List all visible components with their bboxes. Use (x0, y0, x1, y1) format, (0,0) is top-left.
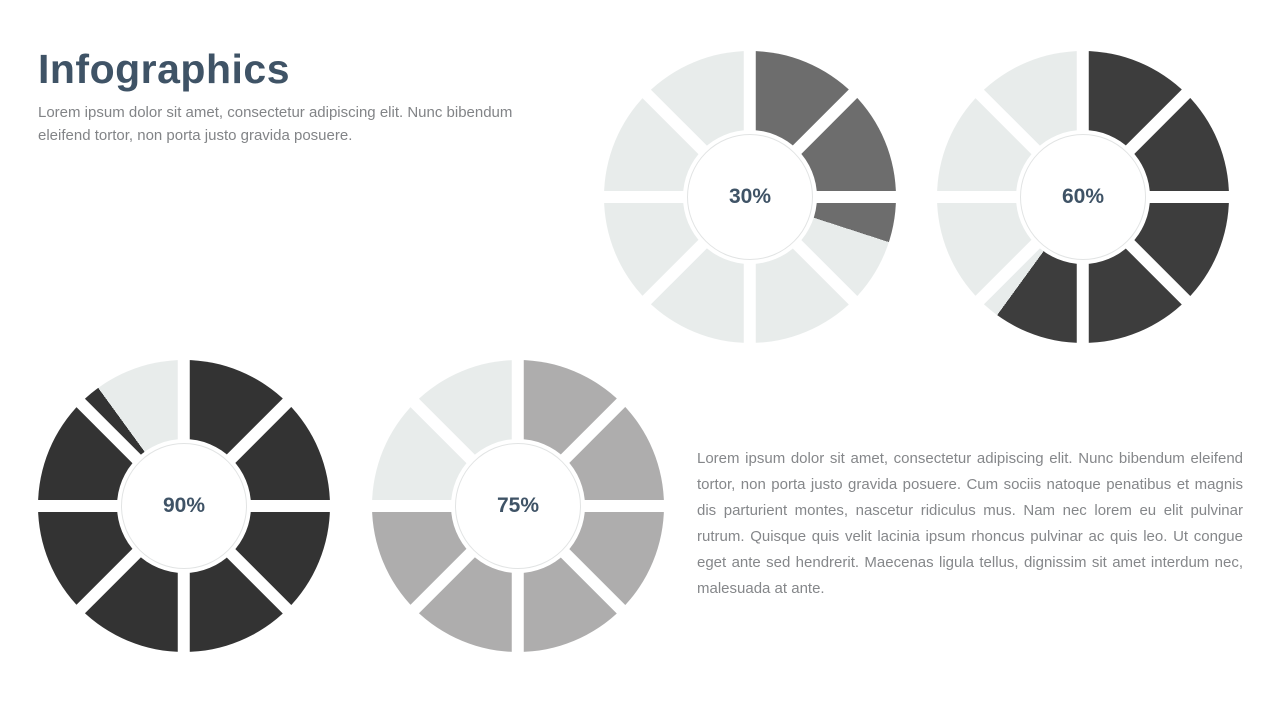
wheel-center: 30% (687, 134, 813, 260)
wheel-center: 75% (455, 443, 581, 569)
progress-wheel-60: 60% (928, 42, 1238, 352)
wheel-center: 90% (121, 443, 247, 569)
wheel-center: 60% (1020, 134, 1146, 260)
page-subtitle: Lorem ipsum dolor sit amet, consectetur … (38, 104, 513, 145)
page-title: Infographics (38, 46, 291, 92)
body-paragraph: Lorem ipsum dolor sit amet, consectetur … (697, 450, 1243, 597)
progress-wheel-75: 75% (363, 351, 673, 661)
progress-wheel-30: 30% (595, 42, 905, 352)
progress-wheel-90: 90% (29, 351, 339, 661)
wheel-percentage: 90% (162, 494, 206, 517)
wheel-percentage: 30% (728, 185, 772, 208)
wheel-percentage: 75% (496, 494, 540, 517)
wheel-percentage: 60% (1061, 185, 1105, 208)
